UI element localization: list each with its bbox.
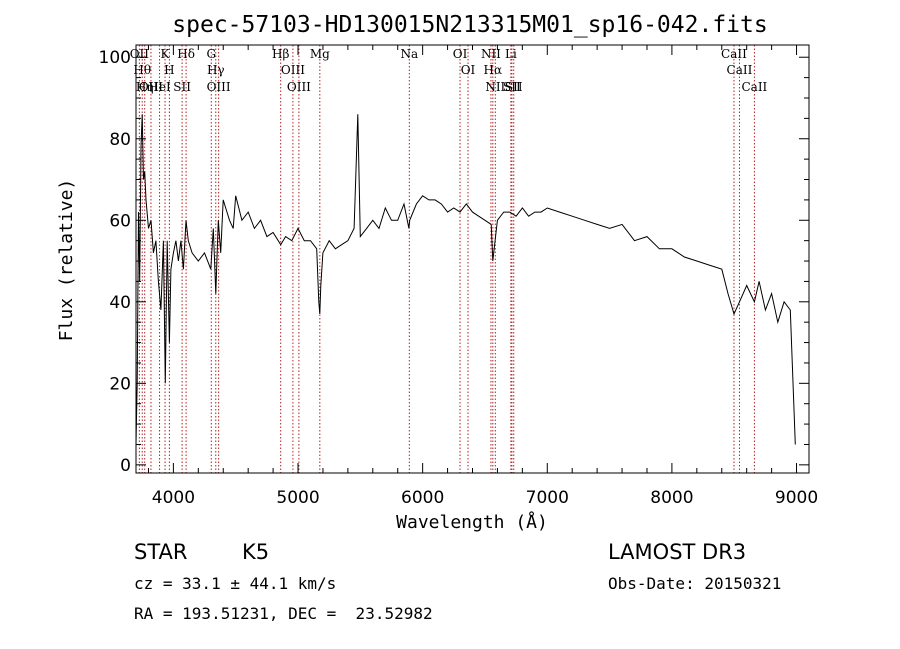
- y-tick-label: 80: [109, 130, 131, 150]
- x-tick-label: 8000: [650, 488, 693, 508]
- line-marker-label: OIII: [281, 63, 305, 77]
- line-marker-label: CaII: [741, 80, 767, 94]
- survey-name: LAMOST DR3: [608, 540, 747, 564]
- plot-frame: [135, 44, 810, 474]
- line-marker-label: OI: [461, 63, 476, 77]
- line-marker-label: OI: [453, 47, 468, 61]
- line-marker-label: CaII: [727, 63, 753, 77]
- spectral-line-markers: [138, 45, 755, 473]
- line-marker-label: NII: [485, 80, 505, 94]
- line-marker-label: Mg: [310, 47, 330, 61]
- line-marker-label: NII: [481, 47, 501, 61]
- spectrum-line: [135, 114, 796, 445]
- chart-title: spec-57103-HD130015N213315M01_sp16-042.f…: [172, 12, 767, 38]
- spectral-subclass: K5: [242, 540, 270, 564]
- line-marker-label: G: [206, 47, 216, 61]
- line-marker-label: Hα: [484, 63, 503, 77]
- y-tick-label: 100: [99, 48, 131, 68]
- line-marker-label: OIII: [139, 80, 163, 94]
- y-axis-label: Flux (relative): [56, 179, 77, 342]
- line-marker-label: Na: [400, 47, 418, 61]
- line-marker-label: SII: [505, 80, 523, 94]
- line-marker-label: HeI: [148, 80, 171, 94]
- line-marker-label: Li: [505, 47, 517, 61]
- line-marker-label: SII: [503, 80, 521, 94]
- line-marker-label: OIII: [287, 80, 311, 94]
- line-marker-label: Hθ: [133, 63, 151, 77]
- x-tick-label: 6000: [401, 488, 444, 508]
- y-tick-label: 60: [109, 211, 131, 231]
- line-marker-label: OII: [130, 47, 150, 61]
- x-tick-label: 7000: [526, 488, 569, 508]
- y-tick-label: 20: [109, 374, 131, 394]
- redshift-readout: cz = 33.1 ± 44.1 km/s: [134, 574, 337, 593]
- y-tick-label: 0: [120, 456, 131, 476]
- coordinates-readout: RA = 193.51231, DEC = 23.52982: [134, 604, 433, 623]
- line-marker-label: Hγ: [207, 63, 225, 77]
- x-tick-label: 5000: [276, 488, 319, 508]
- x-axis-ticks: 4000 5000 6000 7000 8000 9000: [147, 45, 818, 508]
- object-class: STAR: [134, 540, 188, 564]
- obs-date: Obs-Date: 20150321: [608, 574, 782, 593]
- line-marker-label: Hη: [136, 80, 154, 94]
- line-marker-label: Hδ: [177, 47, 195, 61]
- line-marker-label: OIII: [207, 80, 231, 94]
- line-marker-label: SII: [173, 80, 191, 94]
- x-axis-label: Wavelength (Å): [396, 511, 548, 533]
- line-marker-label: Hβ: [272, 47, 289, 61]
- y-tick-label: 40: [109, 293, 131, 313]
- x-tick-label: 9000: [775, 488, 818, 508]
- x-tick-label: 4000: [152, 488, 195, 508]
- line-marker-label: K: [161, 47, 171, 61]
- y-axis-ticks: 0 20 40 60 80 100: [99, 48, 809, 476]
- line-marker-label: CaII: [721, 47, 747, 61]
- line-marker-label: H: [164, 63, 174, 77]
